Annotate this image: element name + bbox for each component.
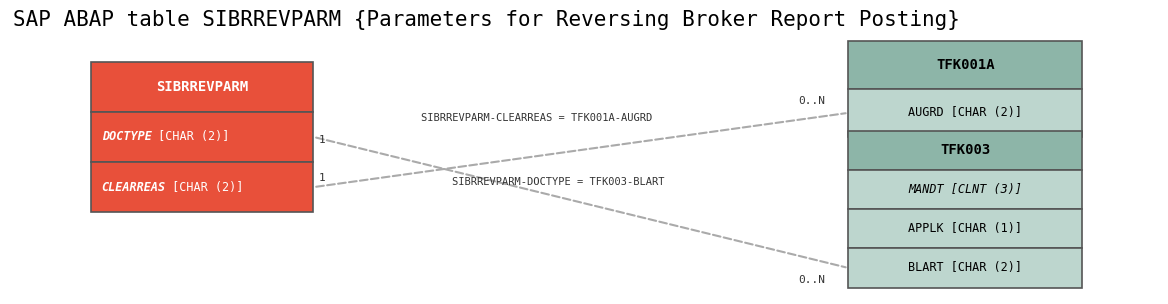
FancyBboxPatch shape xyxy=(91,112,313,162)
FancyBboxPatch shape xyxy=(848,170,1083,209)
Text: 1: 1 xyxy=(319,173,326,183)
Text: CLEARREAS: CLEARREAS xyxy=(102,181,166,194)
Text: SIBRREVPARM-DOCTYPE = TFK003-BLART: SIBRREVPARM-DOCTYPE = TFK003-BLART xyxy=(452,178,665,187)
Text: TFK003: TFK003 xyxy=(940,143,990,157)
Text: SIBRREVPARM-CLEARREAS = TFK001A-AUGRD: SIBRREVPARM-CLEARREAS = TFK001A-AUGRD xyxy=(420,113,652,123)
FancyBboxPatch shape xyxy=(848,89,1083,137)
Text: [CHAR (2)]: [CHAR (2)] xyxy=(151,130,229,143)
FancyBboxPatch shape xyxy=(91,62,313,112)
Text: 0..N: 0..N xyxy=(798,96,826,106)
FancyBboxPatch shape xyxy=(848,248,1083,288)
Text: APPLK [CHAR (1)]: APPLK [CHAR (1)] xyxy=(909,222,1022,235)
Text: 0..N: 0..N xyxy=(798,275,826,285)
Text: 1: 1 xyxy=(319,135,326,145)
FancyBboxPatch shape xyxy=(848,131,1083,170)
Text: [CHAR (2)]: [CHAR (2)] xyxy=(165,181,243,194)
Text: DOCTYPE: DOCTYPE xyxy=(102,130,152,143)
FancyBboxPatch shape xyxy=(848,40,1083,89)
Text: AUGRD [CHAR (2)]: AUGRD [CHAR (2)] xyxy=(909,106,1022,119)
Text: TFK001A: TFK001A xyxy=(936,58,995,72)
FancyBboxPatch shape xyxy=(848,209,1083,248)
Text: BLART [CHAR (2)]: BLART [CHAR (2)] xyxy=(909,261,1022,275)
Text: MANDT [CLNT (3)]: MANDT [CLNT (3)] xyxy=(909,183,1022,196)
Text: SIBRREVPARM: SIBRREVPARM xyxy=(157,80,248,94)
Text: SAP ABAP table SIBRREVPARM {Parameters for Reversing Broker Report Posting}: SAP ABAP table SIBRREVPARM {Parameters f… xyxy=(13,10,959,30)
FancyBboxPatch shape xyxy=(91,162,313,212)
